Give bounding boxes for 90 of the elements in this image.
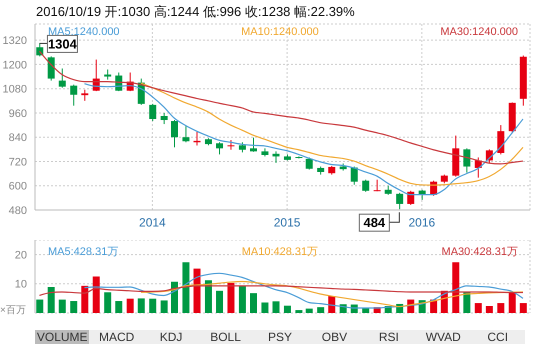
text: BOLL xyxy=(209,330,242,344)
candlestick xyxy=(149,103,156,122)
text: PSY xyxy=(266,330,293,344)
bar xyxy=(284,306,291,313)
y-tick-label: 1200 xyxy=(2,59,27,72)
bar xyxy=(474,303,482,313)
bar xyxy=(272,301,280,313)
bar xyxy=(216,290,224,313)
candlestick xyxy=(104,68,112,80)
candlestick xyxy=(160,112,168,125)
line-series xyxy=(140,280,524,308)
bar xyxy=(497,303,504,313)
bar xyxy=(58,300,66,313)
text: MA10:1240.000 xyxy=(241,26,319,38)
x-tick-label: 2016 xyxy=(408,216,436,230)
candlestick xyxy=(58,68,66,88)
chart-title: 2016/10/19 开:1030 高:1244 低:996 收:1238 幅:22.39% xyxy=(36,3,355,21)
y-axis-title: ×百万 xyxy=(0,305,26,316)
text: RSI xyxy=(378,330,400,344)
text: VOLUME xyxy=(35,330,90,344)
text: MA10:428.31万 xyxy=(242,245,318,259)
bar xyxy=(261,302,268,313)
candlestick xyxy=(362,179,370,192)
candlestick xyxy=(182,126,190,143)
candlestick xyxy=(497,124,504,155)
bar xyxy=(115,301,122,313)
candlestick xyxy=(170,120,178,148)
text: MA5:1240.000 xyxy=(48,26,120,38)
candlestick xyxy=(250,137,257,152)
bar xyxy=(250,293,257,313)
text: OBV xyxy=(320,330,348,344)
candlestick xyxy=(374,179,381,192)
bar xyxy=(194,268,201,313)
bar xyxy=(48,287,55,313)
bar xyxy=(238,286,246,313)
candlestick xyxy=(238,142,246,153)
candlestick xyxy=(396,192,404,210)
y-tick-label: 960 xyxy=(8,108,27,120)
bar xyxy=(362,308,370,313)
text: CCI xyxy=(486,330,510,344)
line-series xyxy=(84,272,524,309)
candlestick xyxy=(70,84,78,106)
bar xyxy=(81,286,88,313)
y-tick-label: 840 xyxy=(8,132,27,144)
x-tick-label: 2015 xyxy=(274,216,301,230)
y-tick-label: 10 xyxy=(14,278,27,291)
candlestick xyxy=(227,140,234,150)
bar xyxy=(138,298,145,313)
bar xyxy=(104,292,112,313)
bar xyxy=(149,298,156,313)
bar xyxy=(126,298,134,313)
text: MA30:428.31万 xyxy=(442,245,518,259)
bar xyxy=(160,300,168,313)
candlestick xyxy=(384,185,392,196)
text: KDJ xyxy=(158,330,184,344)
text: MACD xyxy=(98,330,136,344)
candlestick xyxy=(350,166,358,186)
bar xyxy=(70,301,78,313)
y-tick-label: 720 xyxy=(8,156,27,168)
bar xyxy=(486,306,493,313)
y-tick-label: 1320 xyxy=(2,35,27,48)
bar xyxy=(182,262,190,313)
y-tick-label: 480 xyxy=(8,204,27,217)
bar xyxy=(520,303,527,313)
bar xyxy=(317,307,324,313)
bar xyxy=(204,280,212,313)
candlestick xyxy=(407,190,414,206)
text: MA30:1240.000 xyxy=(440,26,518,38)
text: MA5:428.31万 xyxy=(48,245,118,259)
y-tick-label: 20 xyxy=(14,250,27,262)
bar xyxy=(306,308,313,313)
y-tick-label: 600 xyxy=(8,180,27,193)
annotation: 1304 xyxy=(48,36,78,52)
bar xyxy=(508,292,516,313)
bar xyxy=(463,292,470,313)
annotation: 484 xyxy=(363,215,386,230)
bar xyxy=(92,276,100,313)
line-series xyxy=(38,285,524,296)
x-tick-label: 2014 xyxy=(139,216,166,230)
bar xyxy=(227,282,234,313)
bar xyxy=(295,310,302,313)
candlestick xyxy=(216,142,224,155)
candlestick xyxy=(272,150,280,164)
text: WVAD xyxy=(424,330,462,344)
bar xyxy=(36,300,44,313)
candlestick xyxy=(48,56,55,82)
candlestick xyxy=(194,131,201,146)
y-tick-label: 1080 xyxy=(2,84,27,96)
candlestick xyxy=(463,148,470,174)
bar xyxy=(452,262,460,313)
